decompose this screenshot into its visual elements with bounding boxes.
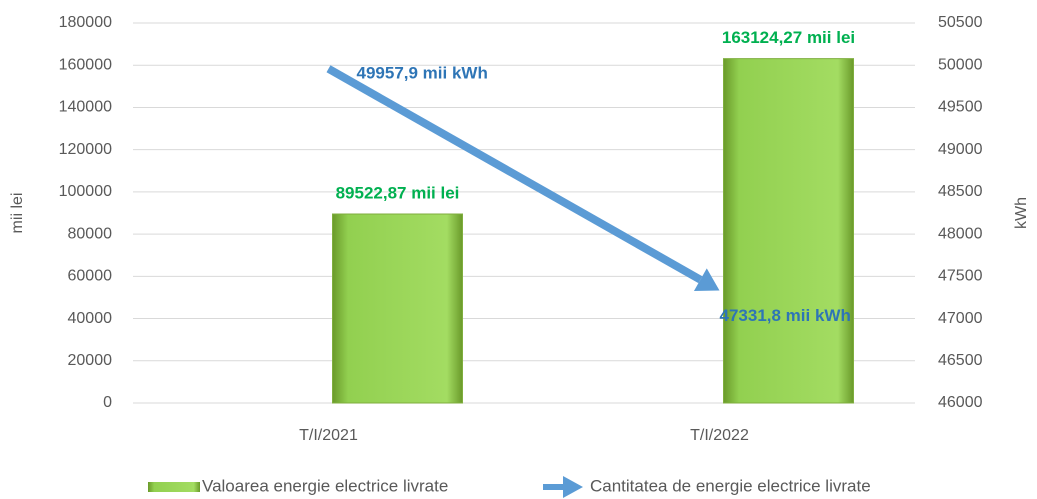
bar [332, 213, 463, 404]
y-tick-label: 180000 [59, 14, 112, 31]
y2-tick-label: 46000 [938, 394, 983, 411]
y2-tick-label: 47500 [938, 268, 983, 285]
arrow-line [326, 65, 703, 284]
y-tick-label: 20000 [68, 352, 113, 369]
y2-tick-label: 49500 [938, 99, 983, 116]
y2-tick-label: 50500 [938, 14, 983, 31]
y-tick-label: 100000 [59, 183, 112, 200]
y-tick-label: 80000 [68, 225, 113, 242]
arrow-head [693, 268, 720, 291]
y2-tick-label: 49000 [938, 141, 983, 158]
data-label: 163124,27 mii lei [722, 28, 855, 47]
legend-label: Cantitatea de energie electrice livrate [590, 476, 871, 495]
y-tick-label: 120000 [59, 141, 112, 158]
data-label: 89522,87 mii lei [336, 183, 460, 202]
y2-axis-title: kWh [1013, 197, 1030, 229]
y2-tick-label: 47000 [938, 310, 983, 327]
y-tick-label: 60000 [68, 268, 113, 285]
y2-tick-label: 48000 [938, 225, 983, 242]
data-label: 47331,8 mii kWh [720, 306, 851, 325]
y-tick-label: 160000 [59, 56, 112, 73]
y-tick-label: 0 [103, 394, 112, 411]
x-tick-label: T/I/2021 [299, 427, 358, 444]
y2-tick-label: 48500 [938, 183, 983, 200]
y2-tick-label: 50000 [938, 56, 983, 73]
data-label: 49957,9 mii kWh [357, 63, 488, 82]
legend-swatch [543, 476, 583, 498]
bar [723, 58, 854, 404]
y-axis-title: mii lei [9, 193, 26, 234]
y-tick-label: 40000 [68, 310, 113, 327]
x-tick-label: T/I/2022 [690, 427, 749, 444]
legend-swatch [148, 482, 200, 492]
legend-label: Valoarea energie electrice livrate [202, 476, 448, 495]
y-tick-label: 140000 [59, 99, 112, 116]
y2-tick-label: 46500 [938, 352, 983, 369]
